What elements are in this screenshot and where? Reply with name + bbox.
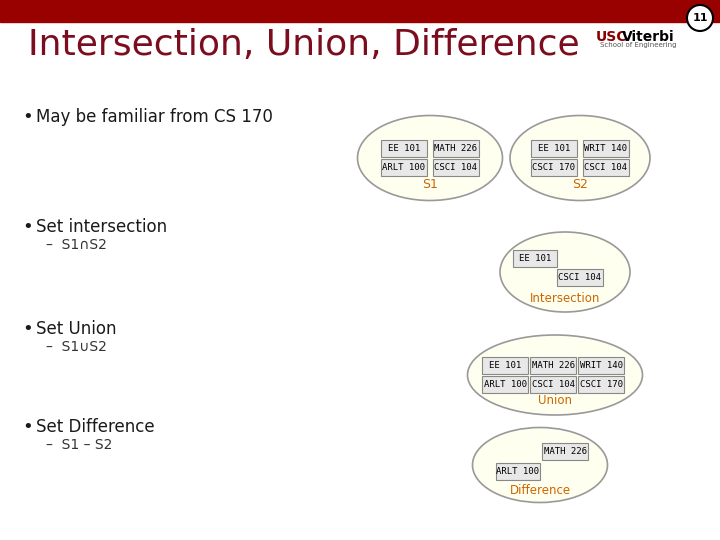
Text: –  S1∩S2: – S1∩S2 (46, 238, 107, 252)
FancyBboxPatch shape (583, 159, 629, 176)
Text: Set Difference: Set Difference (36, 418, 155, 436)
FancyBboxPatch shape (531, 159, 577, 176)
Text: CSCI 170: CSCI 170 (533, 163, 575, 172)
FancyBboxPatch shape (531, 140, 577, 157)
Text: ARLT 100: ARLT 100 (497, 467, 539, 476)
Text: CSCI 104: CSCI 104 (531, 380, 575, 389)
FancyBboxPatch shape (381, 140, 427, 157)
Ellipse shape (472, 428, 608, 503)
Text: Union: Union (538, 395, 572, 408)
FancyBboxPatch shape (530, 357, 576, 374)
Ellipse shape (510, 116, 650, 200)
Text: S2: S2 (572, 179, 588, 192)
Text: USC: USC (596, 30, 628, 44)
Text: EE 101: EE 101 (538, 144, 570, 153)
Text: –  S1 – S2: – S1 – S2 (46, 438, 112, 452)
Text: 11: 11 (692, 13, 708, 23)
Text: ARLT 100: ARLT 100 (382, 163, 426, 172)
Ellipse shape (467, 335, 642, 415)
FancyBboxPatch shape (530, 376, 576, 393)
FancyBboxPatch shape (496, 463, 540, 480)
Text: Intersection, Union, Difference: Intersection, Union, Difference (28, 28, 580, 62)
Text: MATH 226: MATH 226 (434, 144, 477, 153)
FancyBboxPatch shape (513, 250, 557, 267)
Ellipse shape (500, 232, 630, 312)
Text: Set intersection: Set intersection (36, 218, 167, 236)
Bar (0, 0, 720, 22)
Text: MATH 226: MATH 226 (531, 361, 575, 370)
FancyBboxPatch shape (482, 376, 528, 393)
FancyBboxPatch shape (381, 159, 427, 176)
Text: May be familiar from CS 170: May be familiar from CS 170 (36, 108, 273, 126)
Text: EE 101: EE 101 (388, 144, 420, 153)
Text: CSCI 170: CSCI 170 (580, 380, 623, 389)
Text: CSCI 104: CSCI 104 (585, 163, 628, 172)
Ellipse shape (358, 116, 503, 200)
Text: •: • (22, 108, 32, 126)
FancyBboxPatch shape (557, 269, 603, 286)
Text: MATH 226: MATH 226 (544, 447, 587, 456)
Text: EE 101: EE 101 (489, 361, 521, 370)
Text: CSCI 104: CSCI 104 (434, 163, 477, 172)
FancyBboxPatch shape (578, 357, 624, 374)
FancyBboxPatch shape (578, 376, 624, 393)
Text: ARLT 100: ARLT 100 (484, 380, 526, 389)
Text: S1: S1 (422, 179, 438, 192)
FancyBboxPatch shape (583, 140, 629, 157)
Text: •: • (22, 320, 32, 338)
FancyBboxPatch shape (542, 443, 588, 460)
Text: Intersection: Intersection (530, 293, 600, 306)
Text: CSCI 104: CSCI 104 (559, 273, 601, 282)
Text: –  S1∪S2: – S1∪S2 (46, 340, 107, 354)
Text: Viterbi: Viterbi (622, 30, 675, 44)
Text: Set Union: Set Union (36, 320, 117, 338)
FancyBboxPatch shape (433, 140, 479, 157)
Text: WRIT 140: WRIT 140 (580, 361, 623, 370)
Circle shape (687, 5, 713, 31)
Text: •: • (22, 418, 32, 436)
FancyBboxPatch shape (482, 357, 528, 374)
Text: •: • (22, 218, 32, 236)
Text: EE 101: EE 101 (519, 254, 551, 263)
Text: Difference: Difference (510, 484, 570, 497)
Text: School of Engineering: School of Engineering (600, 42, 677, 48)
Text: WRIT 140: WRIT 140 (585, 144, 628, 153)
FancyBboxPatch shape (433, 159, 479, 176)
